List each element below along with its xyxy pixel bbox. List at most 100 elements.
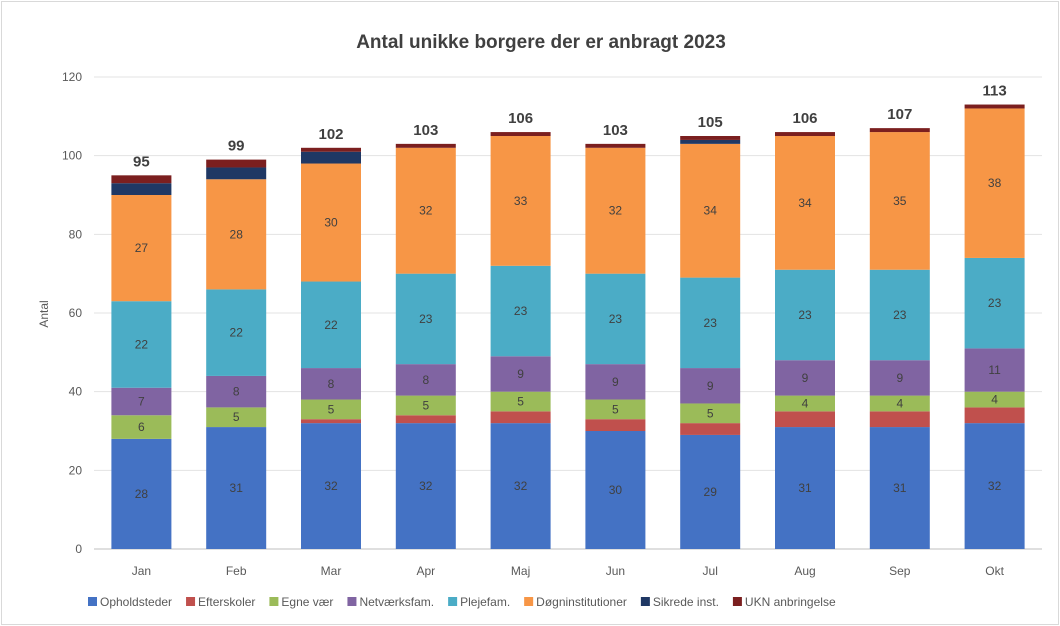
segment-value-label: 5 — [707, 406, 714, 420]
legend-entry: Efterskoler — [198, 595, 255, 609]
bar-segment — [964, 108, 1025, 258]
bar-segment — [395, 364, 456, 396]
legend-entry: Plejefam. — [460, 595, 510, 609]
bar-segment — [490, 391, 551, 412]
bar-segment — [775, 132, 835, 136]
segment-value-label: 23 — [419, 312, 433, 326]
segment-value-label: 35 — [893, 194, 907, 208]
segment-value-label: 34 — [704, 204, 718, 218]
segment-value-label: 32 — [988, 479, 1002, 493]
bar-segment — [111, 195, 172, 302]
legend-swatch — [347, 597, 357, 606]
bar-segment — [395, 143, 456, 148]
segment-value-label: 5 — [233, 410, 240, 424]
segment-value-label: 9 — [612, 375, 619, 389]
bar-segment — [680, 403, 741, 424]
segment-value-label: 30 — [609, 483, 623, 497]
y-tick-label: 120 — [62, 70, 82, 84]
bar-segment — [301, 147, 361, 152]
segment-value-label: 23 — [609, 312, 623, 326]
segment-value-label: 22 — [324, 318, 338, 332]
bar-segment — [680, 136, 741, 140]
bar-segment — [869, 395, 930, 412]
y-tick-label: 40 — [69, 385, 83, 399]
legend-entry: Opholdsteder — [100, 595, 172, 609]
segment-value-label: 8 — [328, 377, 335, 391]
segment-value-label: 34 — [798, 196, 812, 210]
legend-entry: Døgninstitutioner — [536, 595, 627, 609]
segment-value-label: 22 — [230, 326, 244, 340]
segment-value-label: 23 — [893, 308, 907, 322]
bar-segment — [301, 368, 361, 400]
segment-value-label: 5 — [517, 395, 524, 409]
bar-segment — [490, 423, 551, 549]
bar-segment — [111, 438, 172, 549]
x-tick-label: Jan — [132, 564, 151, 578]
x-tick-label: Maj — [511, 564, 530, 578]
segment-value-label: 28 — [135, 487, 149, 501]
bar-segment — [869, 269, 930, 361]
chart-title: Antal unikke borgere der er anbragt 2023 — [356, 32, 726, 53]
segment-value-label: 31 — [230, 481, 244, 495]
bar-segment — [585, 364, 646, 400]
bar-segment — [395, 395, 456, 416]
bar-segment — [585, 399, 646, 420]
bar-segment — [111, 387, 172, 416]
bar-segment — [301, 399, 361, 420]
segment-value-label: 4 — [991, 393, 998, 407]
total-value-label: 105 — [698, 114, 723, 131]
bar-segment — [585, 143, 646, 148]
bar-segment — [680, 423, 741, 435]
segment-value-label: 9 — [896, 371, 903, 385]
segment-value-label: 9 — [517, 367, 524, 381]
bar-segment — [680, 368, 741, 404]
segment-value-label: 38 — [988, 176, 1002, 190]
bar-segment — [869, 411, 930, 428]
segment-value-label: 32 — [419, 204, 433, 218]
bar-segment — [585, 431, 646, 549]
segment-value-label: 32 — [609, 204, 623, 218]
legend-entry: Netværksfam. — [359, 595, 434, 609]
x-tick-label: Aug — [794, 564, 815, 578]
segment-value-label: 8 — [233, 385, 240, 399]
bar-segment — [111, 175, 172, 184]
legend-swatch — [186, 597, 196, 606]
bar-segment — [206, 179, 267, 290]
legend-entry: Sikrede inst. — [653, 595, 719, 609]
bar-segment — [206, 427, 267, 549]
x-tick-label: Jul — [703, 564, 718, 578]
legend-entry: Egne vær — [281, 595, 333, 609]
total-value-label: 106 — [792, 110, 817, 127]
total-value-label: 113 — [982, 83, 1006, 100]
bar-segment — [301, 419, 361, 424]
segment-value-label: 33 — [514, 194, 528, 208]
legend-swatch — [640, 597, 650, 606]
bar-segment — [206, 289, 267, 376]
x-tick-label: Mar — [321, 564, 342, 578]
segment-value-label: 29 — [704, 485, 718, 499]
bar-segment — [585, 147, 646, 274]
bar-segment — [869, 427, 930, 549]
bar-segment — [680, 434, 741, 549]
bar-segment — [206, 407, 267, 428]
x-tick-label: Okt — [985, 564, 1004, 578]
segment-value-label: 8 — [422, 373, 429, 387]
legend-swatch — [88, 597, 97, 606]
total-label-layer: 95 99 102 103 106 103 105 106 107 113 — [133, 83, 1007, 171]
bar-segment — [775, 269, 835, 361]
segment-value-label: 11 — [988, 363, 1001, 377]
legend-swatch — [524, 597, 534, 606]
bar-segment — [869, 360, 930, 396]
bar-segment — [964, 407, 1025, 424]
legend: Opholdsteder Efterskoler Egne vær Netværksf… — [88, 595, 836, 609]
bar-segment — [869, 132, 930, 270]
bar-segment — [585, 419, 646, 431]
segment-value-label: 32 — [419, 479, 433, 493]
bar-segment — [585, 273, 646, 365]
bar-segment — [111, 301, 172, 388]
segment-value-label: 5 — [328, 402, 335, 416]
bar-segment — [490, 356, 551, 392]
y-axis-label: Antal — [37, 300, 51, 327]
bar-segment — [206, 375, 267, 408]
y-tick-label: 60 — [69, 306, 83, 320]
